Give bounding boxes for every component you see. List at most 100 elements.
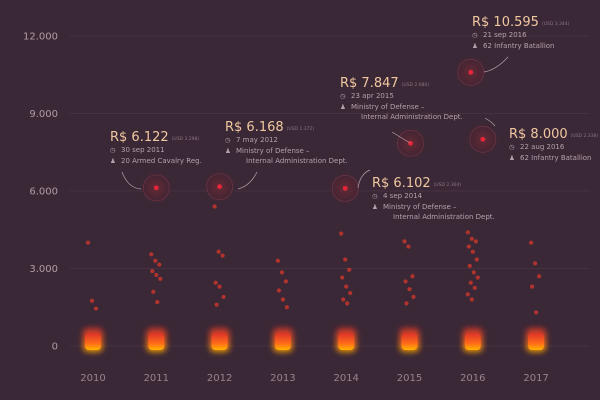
data-point xyxy=(537,274,542,279)
data-point xyxy=(343,257,348,262)
annotation: R$ 6.168 (USD 1.372) ◷ 7 may 2012 ♟ Ministry … xyxy=(225,120,348,165)
highlight-ring xyxy=(142,174,170,202)
data-point xyxy=(217,284,222,289)
annotation-value: R$ 6.102 xyxy=(372,176,431,191)
data-point xyxy=(150,268,155,274)
group-icon: ♟ xyxy=(340,103,346,111)
data-point xyxy=(275,258,280,263)
highlight-point[interactable] xyxy=(480,136,486,142)
annotation-connector xyxy=(483,56,509,73)
dense-cluster xyxy=(401,333,418,350)
highlight-ring xyxy=(206,173,234,201)
annotation-value: R$ 6.122 xyxy=(110,130,169,145)
data-point xyxy=(472,285,477,290)
group-icon: ♟ xyxy=(509,154,515,162)
y-tick-label: 0 xyxy=(52,342,58,353)
data-point xyxy=(406,244,411,249)
annotation-date: 23 apr 2015 xyxy=(351,92,394,100)
annotation-value: R$ 10.595 xyxy=(472,15,539,30)
highlighted-points[interactable] xyxy=(139,55,500,206)
data-point xyxy=(213,280,218,285)
highlight-point[interactable] xyxy=(408,140,413,146)
x-tick-label: 2015 xyxy=(397,373,422,384)
highlight-point[interactable] xyxy=(217,184,223,190)
annotation-usd: (USD 3.298) xyxy=(172,136,200,142)
annotation-usd: (USD 2.364) xyxy=(434,182,462,188)
data-point xyxy=(348,290,353,296)
highlight-point[interactable] xyxy=(153,185,159,191)
annotation-connector xyxy=(391,131,411,144)
clock-icon: ◷ xyxy=(225,136,231,144)
data-point xyxy=(534,310,539,315)
annotation-org: Internal Administration Dept. xyxy=(393,213,495,221)
clock-icon: ◷ xyxy=(509,143,515,151)
data-point xyxy=(340,275,345,280)
data-point xyxy=(469,236,474,241)
data-point xyxy=(404,301,409,306)
data-point xyxy=(533,261,538,266)
highlight-point[interactable] xyxy=(468,69,474,75)
data-point xyxy=(212,204,217,209)
annotation-usd: (USD 2.338) xyxy=(571,133,599,139)
annotation-date: 22 aug 2016 xyxy=(520,143,565,151)
data-point xyxy=(154,272,159,278)
outlier-points xyxy=(85,204,542,315)
y-tick-label: 9.000 xyxy=(29,109,58,120)
annotation-value: R$ 8.000 xyxy=(509,127,568,142)
clock-icon: ◷ xyxy=(110,146,116,154)
annotation-value: R$ 7.847 xyxy=(340,76,399,91)
annotation: R$ 10.595 (USD 3.344) ◷ 21 sep 2016 ♟ 62 Infa… xyxy=(472,15,570,50)
data-point xyxy=(221,294,226,300)
data-point xyxy=(407,287,412,292)
data-point xyxy=(345,301,350,306)
data-point xyxy=(339,231,344,236)
annotation-connector xyxy=(121,171,142,190)
dense-cluster xyxy=(338,333,355,350)
highlight-point[interactable] xyxy=(342,185,348,191)
group-icon: ♟ xyxy=(225,147,231,155)
data-point xyxy=(85,240,91,245)
annotation-value: R$ 6.168 xyxy=(225,120,284,135)
data-point xyxy=(157,262,162,267)
x-tick-label: 2010 xyxy=(80,373,105,384)
annotation-org: Ministry of Defense – xyxy=(351,103,425,111)
annotation-usd: (USD 3.344) xyxy=(542,21,570,27)
dense-cluster xyxy=(528,333,545,350)
data-point xyxy=(474,257,479,262)
data-point xyxy=(279,270,284,275)
data-point xyxy=(469,297,474,302)
dense-clusters xyxy=(83,327,547,352)
x-tick-label: 2013 xyxy=(270,373,295,384)
y-tick-label: 12.000 xyxy=(23,32,58,43)
x-tick-label: 2017 xyxy=(523,373,548,384)
y-axis: 0 3.000 6.000 9.000 12.000 xyxy=(23,32,58,353)
highlight-ring xyxy=(469,125,497,153)
dense-cluster xyxy=(464,333,481,350)
y-tick-label: 3.000 xyxy=(29,264,58,275)
annotation-org: 20 Armed Cavalry Reg. xyxy=(121,157,202,165)
data-point xyxy=(216,249,221,254)
annotation: R$ 7.847 (USD 2.080) ◷ 23 apr 2015 ♟ Ministry… xyxy=(340,76,463,121)
data-point xyxy=(470,249,475,254)
annotation-org: Ministry of Defense – xyxy=(383,203,457,211)
data-point xyxy=(471,270,476,275)
data-point xyxy=(403,279,408,284)
annotation-date: 4 sep 2014 xyxy=(383,192,423,200)
group-icon: ♟ xyxy=(372,203,378,211)
data-point xyxy=(214,302,219,307)
y-tick-label: 6.000 xyxy=(29,187,58,198)
data-point xyxy=(468,280,473,285)
clock-icon: ◷ xyxy=(340,92,346,100)
data-point xyxy=(153,258,158,263)
highlight-ring xyxy=(397,129,424,157)
data-point xyxy=(220,253,225,258)
annotation-date: 7 may 2012 xyxy=(236,136,278,144)
data-point xyxy=(347,267,352,272)
data-point xyxy=(151,289,156,294)
data-point xyxy=(473,239,478,244)
data-point xyxy=(410,274,415,279)
group-icon: ♟ xyxy=(472,42,478,50)
data-point xyxy=(344,284,349,289)
data-point xyxy=(276,288,281,293)
